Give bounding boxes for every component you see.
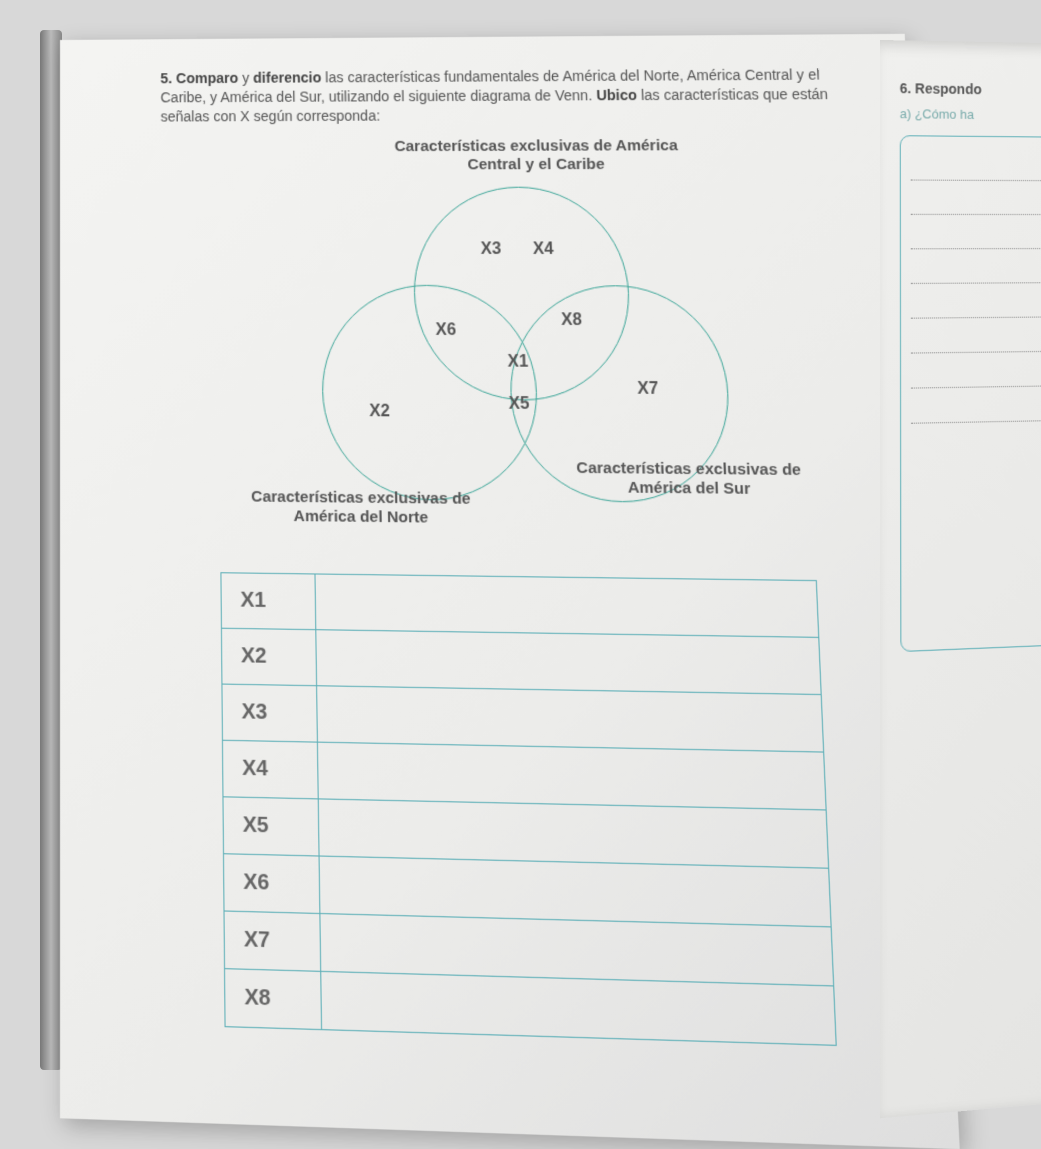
exercise-keyword-2: diferencio (253, 69, 321, 86)
exercise-keyword-1: Comparo (176, 70, 238, 86)
exercise-instruction: 5. Comparo y diferencio las característi… (160, 65, 855, 126)
table-key-cell: X8 (225, 968, 322, 1029)
venn-caption-right: Características exclusivas de América de… (565, 459, 813, 502)
table-row: X1 (221, 572, 819, 637)
table-key-cell: X2 (221, 628, 316, 685)
table-key-cell: X3 (222, 684, 317, 742)
right-answer-box (900, 135, 1041, 652)
table-key-cell: X5 (223, 796, 319, 855)
venn-label-x4: X4 (533, 240, 554, 259)
exercise-connector: y (242, 70, 249, 86)
venn-label-x8: X8 (561, 311, 582, 330)
table-key-cell: X6 (223, 853, 319, 913)
answer-line (911, 215, 1041, 249)
right-question-word: Respondo (915, 80, 982, 97)
answer-line (911, 146, 1041, 181)
exercise-keyword-3: Ubico (596, 87, 637, 104)
venn-label-x3: X3 (480, 240, 501, 259)
answer-line (911, 249, 1041, 284)
table-value-cell (315, 574, 819, 637)
venn-label-x5: X5 (508, 395, 529, 414)
venn-label-x1: X1 (507, 353, 528, 372)
venn-label-x6: X6 (435, 321, 456, 340)
table-key-cell: X4 (222, 740, 318, 799)
answer-line (911, 317, 1041, 353)
table-key-cell: X7 (224, 911, 321, 971)
answer-line (911, 386, 1041, 423)
venn-title-top: Características exclusivas de América Ce… (370, 136, 704, 174)
table-value-cell (316, 629, 821, 694)
table-row: X2 (221, 628, 821, 694)
right-sub-a: a) ¿Cómo ha (900, 106, 1041, 123)
answer-line (911, 352, 1041, 389)
book-spine (40, 30, 62, 1070)
table-value-cell (317, 685, 824, 751)
answer-line (911, 181, 1041, 216)
exercise-number: 5. (160, 70, 172, 86)
left-page: 5. Comparo y diferencio las característi… (60, 34, 960, 1149)
answer-line (911, 283, 1041, 319)
venn-label-x7: X7 (637, 380, 658, 399)
right-page: 6. Respondo a) ¿Cómo ha (880, 40, 1041, 1118)
venn-diagram: Características exclusivas de América Ce… (217, 144, 816, 547)
answer-table: X1X2X3X4X5X6X7X8 (220, 572, 836, 1046)
right-question: 6. Respondo (900, 80, 1041, 98)
table-key-cell: X1 (221, 572, 316, 629)
right-question-number: 6. (900, 80, 912, 96)
venn-label-x2: X2 (369, 402, 390, 421)
venn-caption-left: Características exclusivas de América de… (240, 487, 482, 529)
